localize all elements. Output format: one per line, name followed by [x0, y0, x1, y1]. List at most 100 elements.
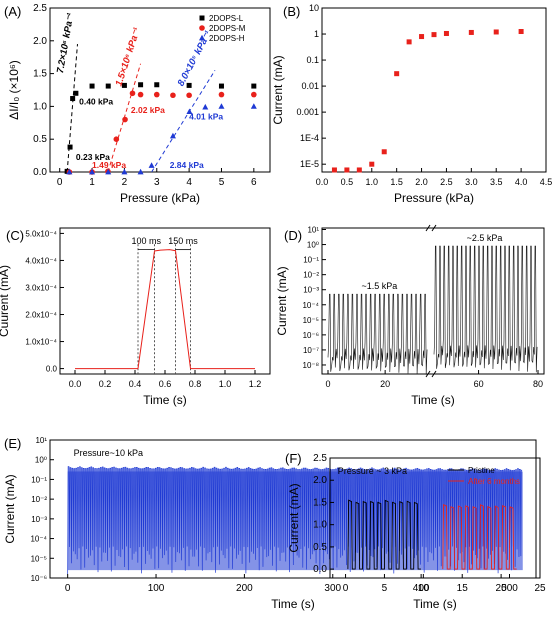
- y-tick-label: 10⁻⁵: [31, 554, 47, 563]
- y-tick-label: 2.0: [313, 475, 327, 486]
- x-tick-label: 0.8: [189, 379, 202, 389]
- x-tick-label: 300: [324, 583, 341, 594]
- annotation: 0.23 kPa: [76, 152, 110, 162]
- data-point: [186, 108, 193, 115]
- data-point: [250, 103, 257, 109]
- plot-frame: [321, 227, 545, 375]
- data-point: [121, 82, 127, 88]
- y-tick-label: 5.0x10⁻⁴: [25, 229, 57, 238]
- panel-label: (F): [285, 451, 302, 466]
- legend-label: 2DOPS-H: [209, 34, 245, 43]
- pulse-trace: [327, 293, 428, 375]
- data-point: [518, 29, 524, 35]
- y-tick-label: 10¹: [35, 436, 47, 445]
- x-tick-label: 4.0: [515, 177, 528, 187]
- x-tick-label: 100: [148, 583, 165, 594]
- x-tick-label: 4: [186, 177, 192, 188]
- x-axis-label: Pressure (kPa): [394, 191, 474, 205]
- y-tick-label: 0.0: [33, 167, 47, 178]
- x-tick-label: 1.0: [366, 177, 379, 187]
- data-point: [419, 34, 425, 40]
- y-tick-label: 10⁻³: [303, 286, 319, 295]
- legend-marker: [199, 25, 205, 31]
- data-point: [356, 167, 362, 173]
- data-point: [468, 29, 474, 35]
- x-tick-label: 400: [413, 583, 430, 594]
- x-tick-label: 0: [325, 379, 330, 389]
- data-point: [73, 90, 79, 96]
- y-tick-label: 10⁻⁶: [303, 331, 319, 340]
- x-tick-label: 6: [251, 177, 257, 188]
- x-tick-label: 5: [382, 583, 388, 594]
- x-axis-label: Pressure (kPa): [120, 191, 200, 205]
- data-point: [154, 82, 160, 88]
- x-tick-label: 1.2: [249, 379, 262, 389]
- data-point: [344, 167, 350, 173]
- x-tick-label: 200: [236, 583, 253, 594]
- data-point: [406, 39, 412, 45]
- y-axis-label: Current (mA): [275, 266, 289, 335]
- plot-frame: [49, 7, 271, 173]
- annotation: 7.2×10⁶ kPa⁻¹: [55, 11, 77, 74]
- y-axis-label: Cuurent (mA): [0, 265, 11, 337]
- data-point: [431, 32, 437, 38]
- x-tick-label: 0: [57, 177, 63, 188]
- legend-label: 2DOPS-L: [209, 14, 244, 23]
- x-tick-label: 0.6: [159, 379, 172, 389]
- y-tick-label: 10⁰: [307, 241, 319, 250]
- panel-label: (A): [4, 4, 21, 19]
- y-tick-label: 2.5: [33, 3, 47, 14]
- x-tick-label: 3: [154, 177, 160, 188]
- data-point: [70, 96, 76, 102]
- x-tick-label: 0.0: [69, 379, 82, 389]
- y-tick-label: 0.5: [33, 134, 47, 145]
- data-point: [153, 91, 160, 98]
- x-tick-label: 10: [418, 583, 430, 594]
- x-tick-label: 20: [380, 379, 390, 389]
- legend-marker: [199, 34, 205, 41]
- data-point: [381, 149, 387, 155]
- y-tick-label: 10⁻¹: [31, 475, 47, 484]
- data-point: [218, 83, 224, 89]
- data-point: [251, 83, 257, 89]
- data-point: [443, 30, 449, 36]
- y-tick-label: 10⁻⁶: [31, 574, 47, 583]
- legend-marker: [199, 15, 205, 21]
- data-point: [251, 91, 257, 98]
- panel-label: (B): [283, 4, 300, 19]
- pulse-trace: [433, 245, 538, 373]
- data-point: [218, 91, 225, 98]
- x-axis-label: Time (s): [411, 393, 455, 407]
- x-tick-label: 2.0: [415, 177, 428, 187]
- panel-b: (B) 0.0 0.5 1.0 1.5 2.0 2.5 3.0 3.5 4.0 4.5 Pressur…: [271, 3, 552, 205]
- y-tick-label: 10¹: [307, 226, 319, 235]
- annotation: 1.49 kPa: [92, 160, 126, 170]
- y-tick-label: 10⁻⁸: [303, 361, 320, 370]
- fit-line: [151, 70, 216, 173]
- annotation: 1.5×10⁶ kPa⁻¹: [114, 26, 144, 88]
- x-tick-label: 2: [122, 177, 128, 188]
- x-tick-label: 1.0: [219, 379, 232, 389]
- data-point: [105, 168, 112, 175]
- plot-frame: [321, 7, 547, 173]
- annotation: Pressure~10 kPa: [74, 448, 143, 458]
- plot-frame: [49, 439, 537, 579]
- data-point: [89, 83, 95, 89]
- series-line: [442, 503, 517, 570]
- data-point: [122, 116, 128, 123]
- data-point: [493, 29, 499, 35]
- panel-label: (D): [284, 228, 302, 243]
- series-line: [347, 499, 421, 570]
- data-point: [138, 82, 144, 88]
- y-tick-label: 0.01: [301, 81, 319, 91]
- x-tick-label: 4.5: [540, 177, 553, 187]
- data-point: [121, 168, 128, 175]
- y-tick-label: 1E-4: [300, 133, 319, 143]
- axis-break: [431, 224, 437, 232]
- x-tick-label: 0.5: [341, 177, 354, 187]
- data-point: [113, 136, 120, 142]
- y-tick-label: 1.0: [33, 101, 47, 112]
- data-point: [105, 83, 111, 89]
